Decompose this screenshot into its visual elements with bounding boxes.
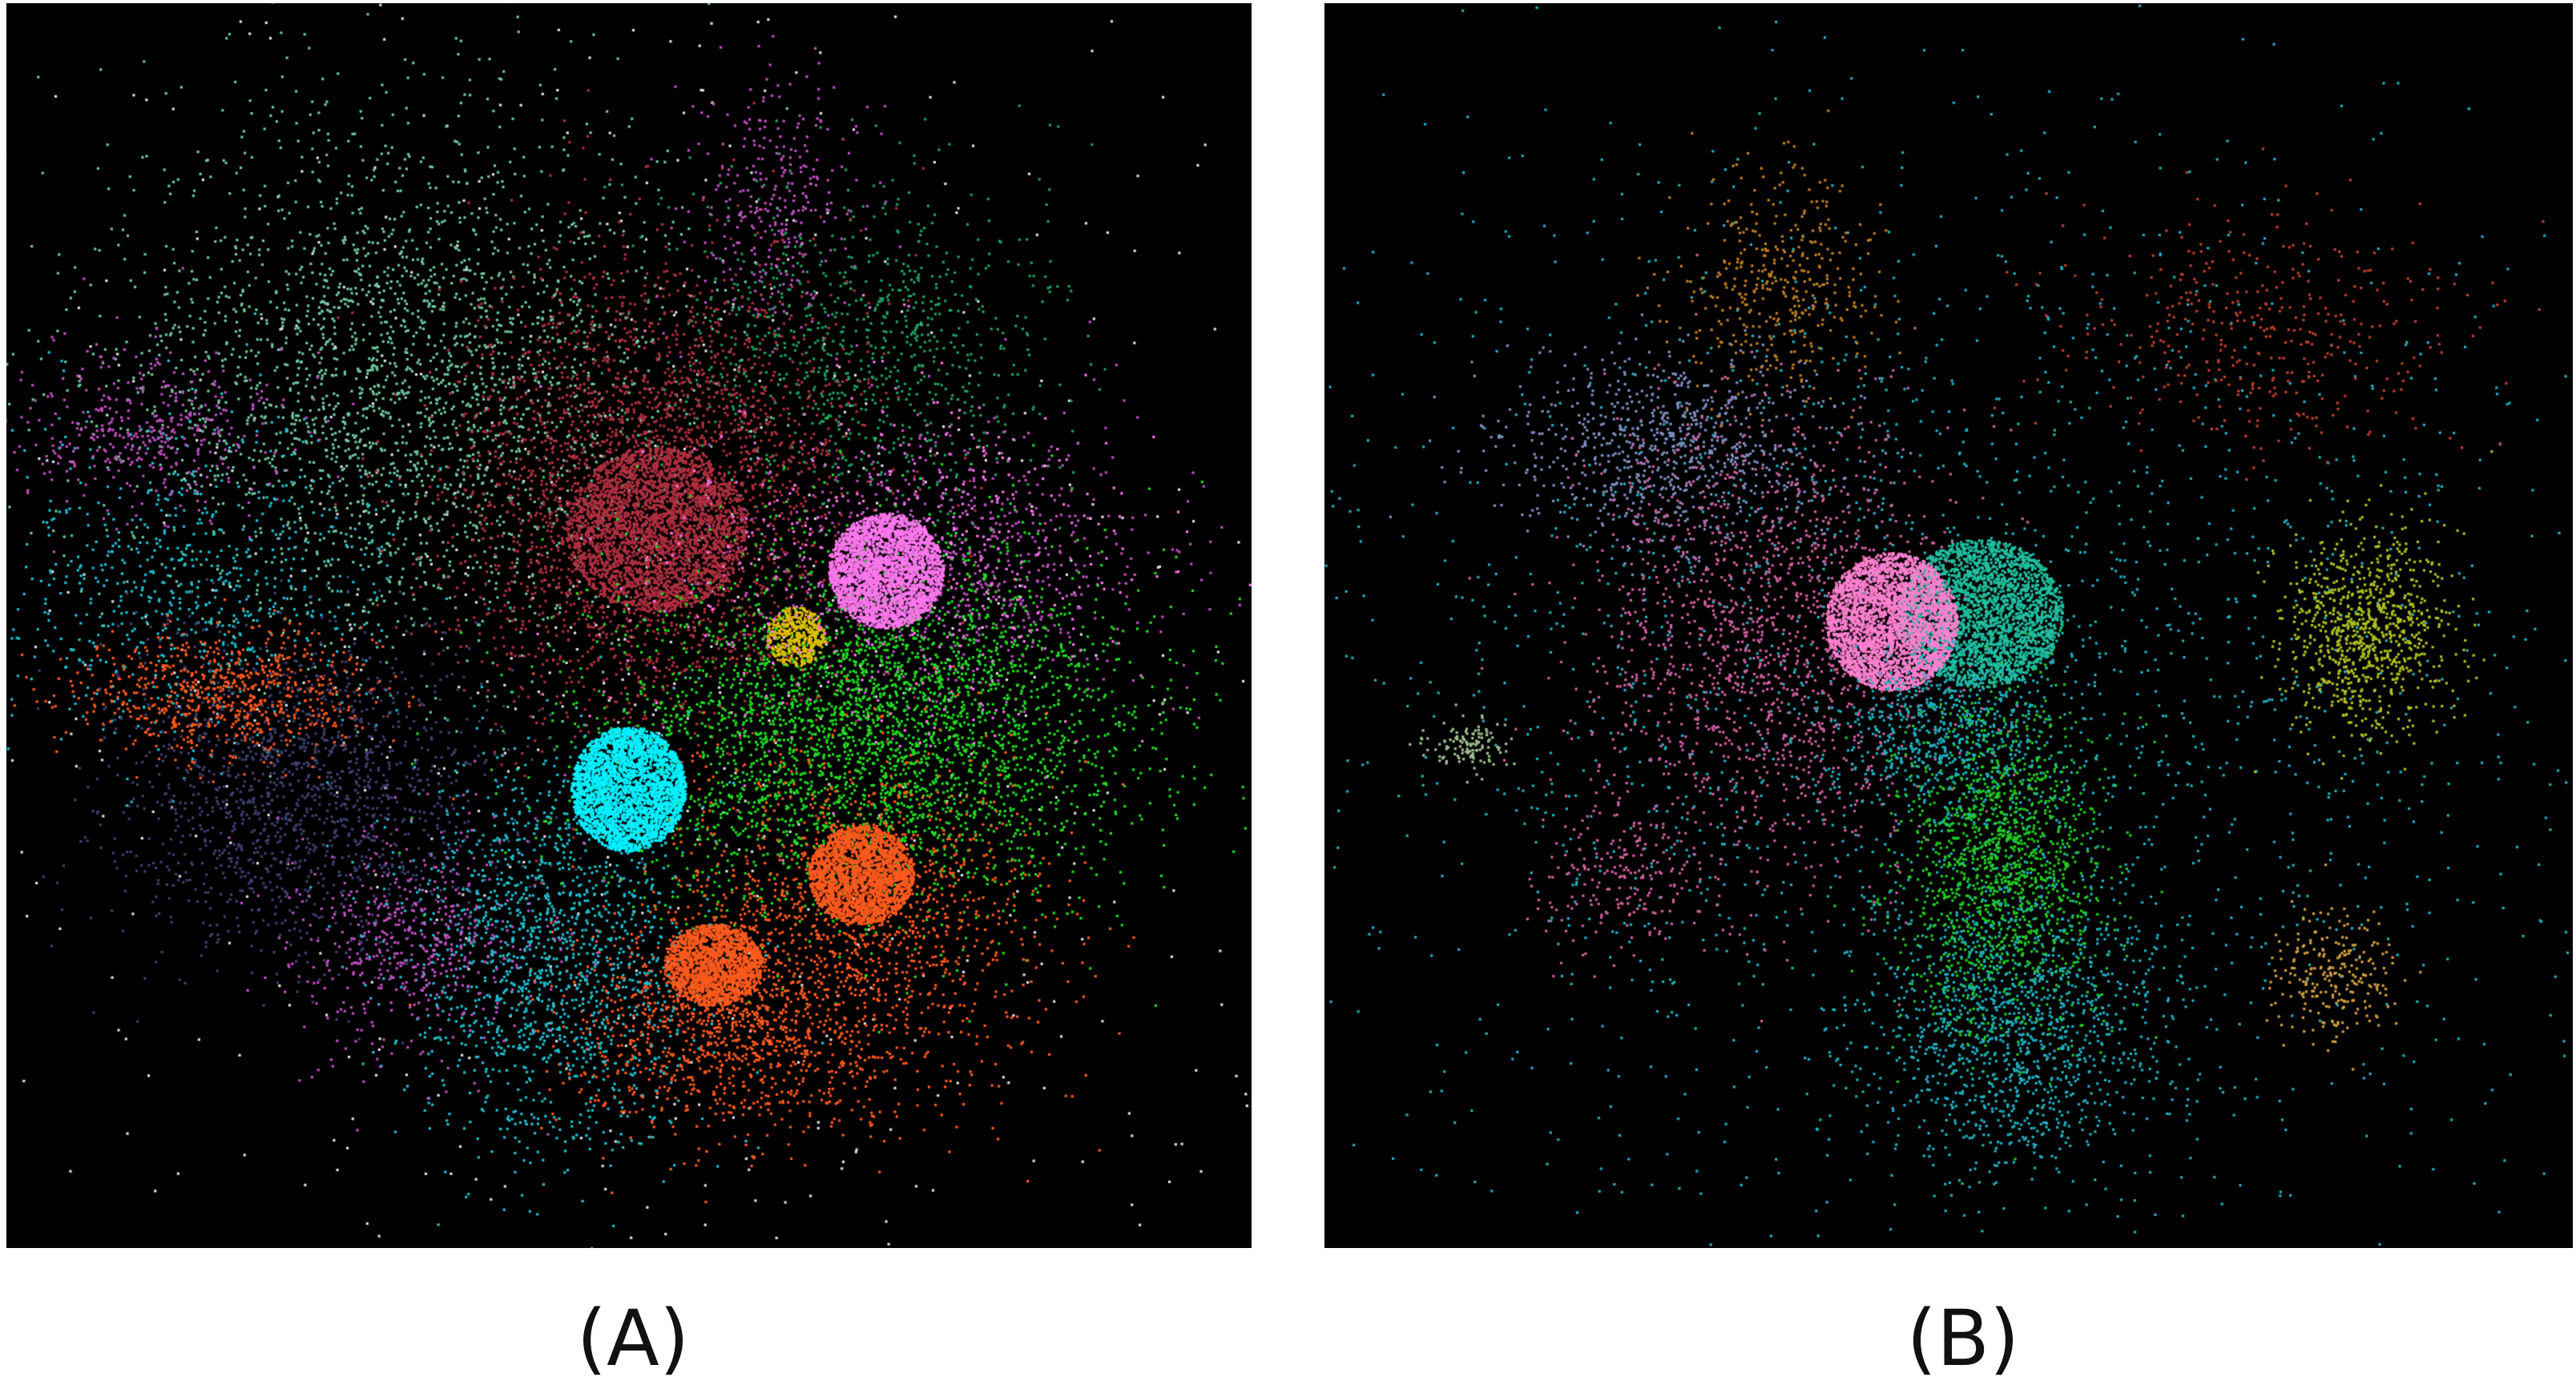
panel-label-a: (A) <box>576 1294 690 1383</box>
network-plot-b <box>1324 3 2573 1248</box>
network-panel-b <box>1324 3 2573 1248</box>
network-panel-a <box>6 3 1252 1248</box>
network-plot-a <box>6 3 1252 1248</box>
panel-label-b: (B) <box>1906 1294 2020 1383</box>
